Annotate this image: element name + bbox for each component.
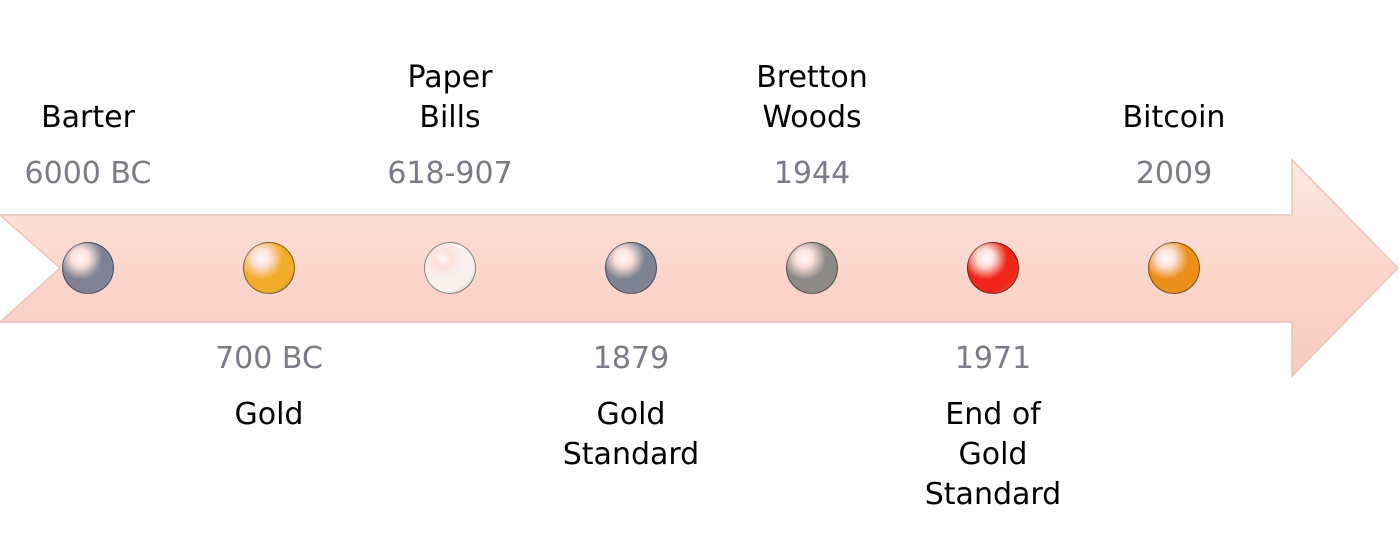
event-year-6: 2009: [1135, 156, 1213, 191]
event-bead-4: [786, 242, 838, 294]
event-label-6: Bitcoin: [1122, 100, 1226, 135]
event-label-5: End of Gold Standard: [924, 397, 1062, 512]
event-year-5: 1971: [954, 341, 1032, 376]
event-bead-6: [1148, 242, 1200, 294]
event-year-2: 618-907: [387, 156, 513, 191]
event-bead-5: [967, 242, 1019, 294]
event-label-4: Bretton Woods: [756, 60, 868, 135]
event-bead-2: [424, 242, 476, 294]
event-label-3: Gold Standard: [562, 397, 700, 472]
event-bead-1: [243, 242, 295, 294]
event-bead-0: [62, 242, 114, 294]
event-year-0: 6000 BC: [24, 156, 152, 191]
event-label-2: Paper Bills: [407, 60, 493, 135]
event-year-1: 700 BC: [215, 341, 323, 376]
event-year-3: 1879: [592, 341, 670, 376]
event-year-4: 1944: [773, 156, 851, 191]
event-bead-3: [605, 242, 657, 294]
arrow-shape: [0, 158, 1400, 378]
event-label-1: Gold: [234, 397, 304, 432]
event-label-0: Barter: [41, 100, 135, 135]
